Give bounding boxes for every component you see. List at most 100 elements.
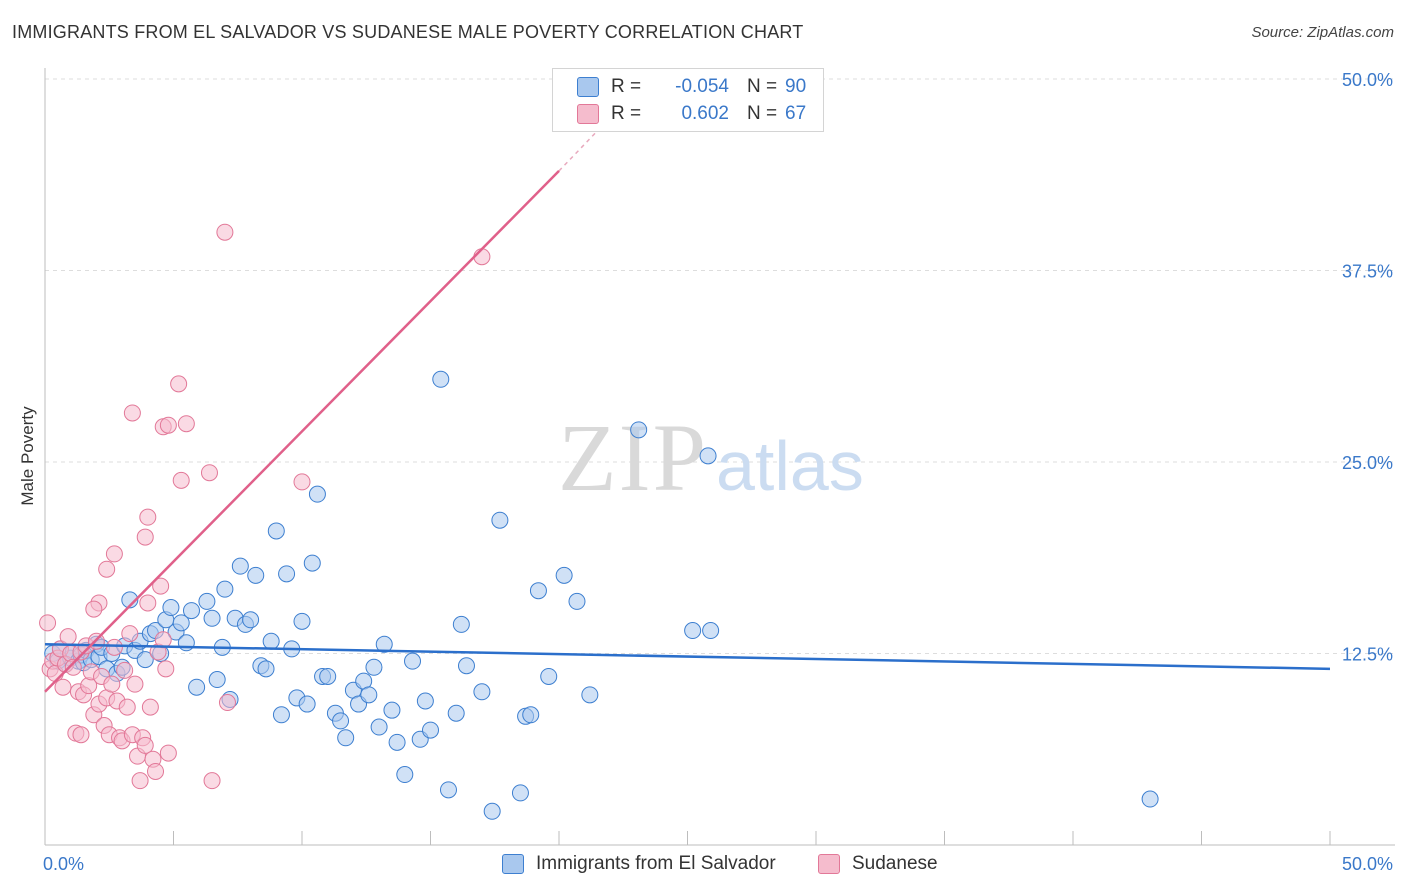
legend-r-label: R =	[611, 76, 642, 97]
legend-swatch-blue	[577, 77, 599, 97]
data-point-el-salvador	[360, 686, 378, 704]
trend-line-el-salvador	[44, 643, 1331, 671]
data-point-el-salvador	[491, 511, 509, 529]
data-point-el-salvador	[298, 695, 316, 713]
data-point-sudanese	[123, 404, 141, 422]
data-point-el-salvador	[242, 611, 260, 629]
data-point-sudanese	[147, 762, 165, 780]
data-point-el-salvador	[383, 701, 401, 719]
data-point-sudanese	[39, 614, 57, 632]
data-point-sudanese	[116, 661, 134, 679]
data-point-sudanese	[105, 545, 123, 563]
data-point-el-salvador	[267, 522, 285, 540]
legend-row-sudanese: R = 0.602 N = 67	[577, 102, 806, 126]
data-point-el-salvador	[182, 602, 200, 620]
data-point-el-salvador	[375, 635, 393, 653]
trend-line-sudanese	[44, 170, 560, 693]
data-point-sudanese	[172, 471, 190, 489]
bottom-legend-sudanese: Sudanese	[818, 852, 938, 876]
data-point-sudanese	[141, 698, 159, 716]
data-point-sudanese	[170, 375, 188, 393]
source-label: Source: ZipAtlas.com	[1251, 24, 1394, 41]
bottom-legend-swatch-blue	[502, 854, 524, 874]
data-point-el-salvador	[332, 712, 350, 730]
bottom-legend-swatch-pink	[818, 854, 840, 874]
data-point-el-salvador	[404, 652, 422, 670]
data-point-sudanese	[473, 248, 491, 266]
legend-n-label: N =	[747, 76, 778, 97]
data-point-sudanese	[200, 464, 218, 482]
data-point-el-salvador	[581, 686, 599, 704]
bottom-legend-el-salvador: Immigrants from El Salvador	[502, 852, 776, 876]
data-point-el-salvador	[293, 612, 311, 630]
data-point-el-salvador	[278, 565, 296, 583]
data-point-sudanese	[126, 675, 144, 693]
tick-labels: 12.5% 25.0% 37.5% 50.0% 0.0% 50.0%	[43, 70, 1393, 874]
bottom-legend-label: Sudanese	[852, 853, 938, 874]
data-point-el-salvador	[231, 557, 249, 575]
data-point-el-salvador	[568, 592, 586, 610]
watermark: ZIP atlas	[558, 404, 864, 511]
data-point-el-salvador	[473, 683, 491, 701]
data-point-el-salvador	[203, 609, 221, 627]
legend-n-value: 90	[785, 76, 807, 97]
data-point-sudanese	[293, 473, 311, 491]
data-point-sudanese	[131, 772, 149, 790]
series-sudanese	[39, 223, 491, 790]
data-point-el-salvador	[198, 592, 216, 610]
data-point-el-salvador	[216, 580, 234, 598]
data-point-el-salvador	[162, 599, 180, 617]
x-tick-label: 50.0%	[1342, 854, 1393, 874]
data-point-el-salvador	[699, 447, 717, 465]
bottom-legend-label: Immigrants from El Salvador	[536, 853, 776, 874]
data-point-el-salvador	[257, 660, 275, 678]
data-point-sudanese	[85, 600, 103, 618]
data-point-el-salvador	[522, 706, 540, 724]
data-point-el-salvador	[439, 781, 457, 799]
data-point-el-salvador	[702, 622, 720, 640]
data-point-el-salvador	[422, 721, 439, 739]
data-point-el-salvador	[247, 566, 265, 584]
data-point-el-salvador	[416, 692, 434, 710]
data-point-sudanese	[103, 675, 121, 693]
legend-n-value: 67	[785, 103, 807, 124]
legend-row-el-salvador: R = -0.054 N = 90	[577, 75, 806, 99]
data-point-el-salvador	[447, 704, 465, 722]
data-point-sudanese	[136, 736, 154, 754]
data-point-el-salvador	[308, 485, 326, 503]
data-point-sudanese	[98, 560, 116, 578]
data-point-el-salvador	[540, 667, 558, 685]
data-point-sudanese	[159, 744, 177, 762]
data-point-sudanese	[203, 772, 221, 790]
watermark-atlas: atlas	[716, 427, 864, 505]
data-point-sudanese	[218, 694, 236, 712]
data-point-sudanese	[177, 415, 195, 433]
data-point-el-salvador	[684, 622, 702, 640]
data-point-el-salvador	[177, 634, 195, 652]
data-point-el-salvador	[262, 632, 280, 650]
data-point-el-salvador	[511, 784, 529, 802]
data-point-el-salvador	[370, 718, 388, 736]
y-tick-label: 12.5%	[1342, 645, 1393, 665]
data-point-el-salvador	[337, 729, 355, 747]
data-point-sudanese	[139, 594, 157, 612]
data-point-el-salvador	[136, 651, 154, 669]
data-point-el-salvador	[303, 554, 321, 572]
chart-title: IMMIGRANTS FROM EL SALVADOR VS SUDANESE …	[12, 22, 804, 42]
data-point-el-salvador	[272, 706, 290, 724]
legend-r-value: 0.602	[681, 103, 729, 124]
data-point-el-salvador	[208, 671, 226, 689]
data-point-sudanese	[54, 678, 72, 696]
data-point-sudanese	[136, 528, 154, 546]
data-point-el-salvador	[630, 421, 648, 439]
data-point-el-salvador	[172, 614, 190, 632]
data-point-sudanese	[72, 726, 90, 744]
data-point-el-salvador	[452, 615, 470, 633]
data-point-sudanese	[64, 658, 82, 676]
y-tick-label: 37.5%	[1342, 262, 1393, 282]
trend-lines	[44, 116, 1331, 693]
data-point-sudanese	[157, 660, 175, 678]
legend-n-label: N =	[747, 103, 778, 124]
data-point-el-salvador	[365, 658, 383, 676]
